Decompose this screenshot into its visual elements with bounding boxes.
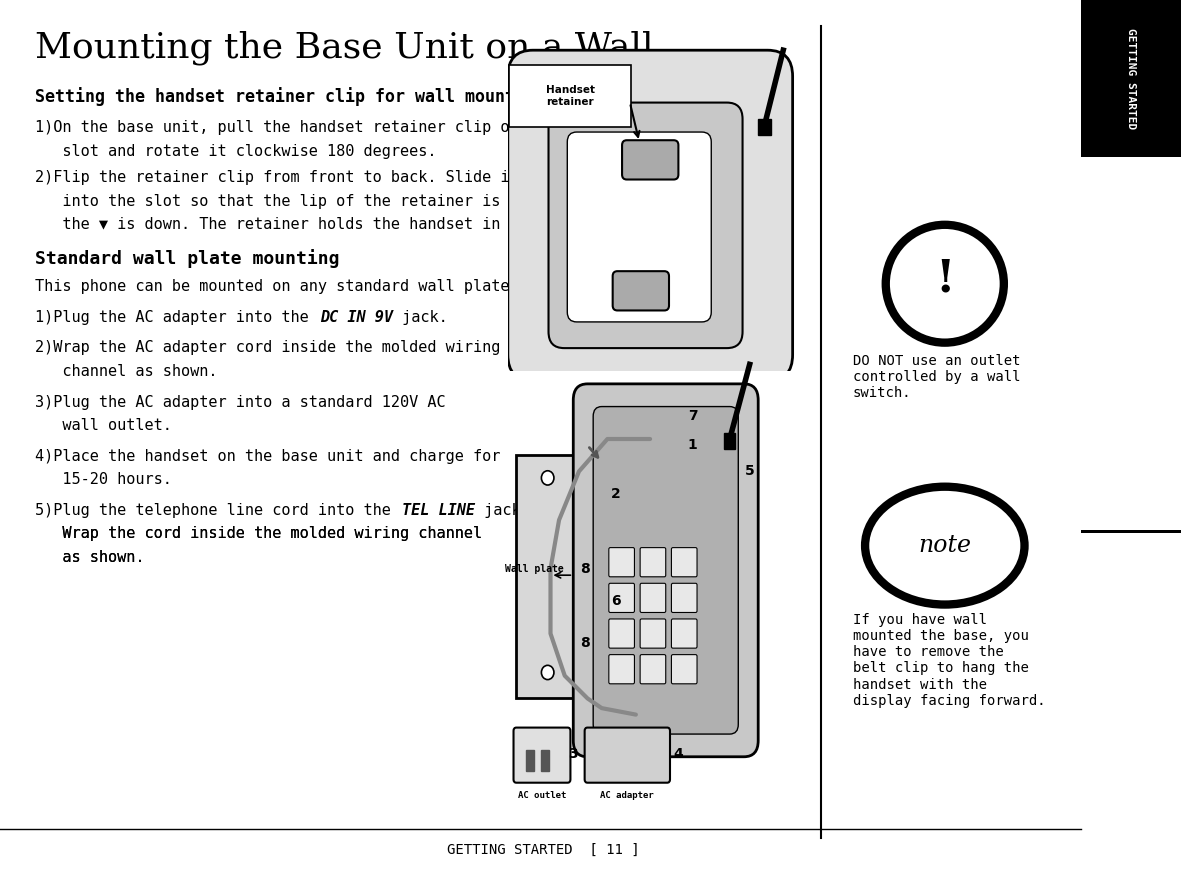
FancyBboxPatch shape bbox=[672, 583, 697, 613]
Circle shape bbox=[541, 665, 554, 679]
Text: Handset
retainer: Handset retainer bbox=[546, 86, 595, 107]
FancyBboxPatch shape bbox=[585, 727, 670, 783]
Text: 8: 8 bbox=[580, 561, 589, 575]
Text: 5: 5 bbox=[745, 464, 755, 478]
Bar bbox=[1081, 0, 1181, 157]
FancyBboxPatch shape bbox=[548, 103, 743, 348]
Circle shape bbox=[541, 471, 554, 485]
FancyBboxPatch shape bbox=[613, 272, 668, 311]
Text: Setting the handset retainer clip for wall mounting: Setting the handset retainer clip for wa… bbox=[35, 87, 546, 107]
FancyBboxPatch shape bbox=[609, 547, 634, 577]
Text: Standard wall plate mounting: Standard wall plate mounting bbox=[35, 249, 340, 268]
Text: slot and rotate it clockwise 180 degrees.: slot and rotate it clockwise 180 degrees… bbox=[35, 144, 437, 159]
Text: wall outlet.: wall outlet. bbox=[35, 418, 172, 433]
FancyBboxPatch shape bbox=[622, 141, 678, 180]
Text: 4)Place the handset on the base unit and charge for: 4)Place the handset on the base unit and… bbox=[35, 449, 501, 464]
Text: Wrap the cord inside the molded wiring channel: Wrap the cord inside the molded wiring c… bbox=[35, 526, 483, 541]
Text: GETTING STARTED: GETTING STARTED bbox=[1125, 28, 1136, 129]
FancyBboxPatch shape bbox=[609, 583, 634, 613]
Text: the ▼ is down. The retainer holds the handset in place.: the ▼ is down. The retainer holds the ha… bbox=[35, 217, 565, 232]
FancyBboxPatch shape bbox=[640, 619, 666, 648]
Text: If you have wall
mounted the base, you
have to remove the
belt clip to hang the
: If you have wall mounted the base, you h… bbox=[853, 613, 1045, 708]
Ellipse shape bbox=[886, 224, 1004, 342]
Text: DO NOT use an outlet
controlled by a wall
switch.: DO NOT use an outlet controlled by a wal… bbox=[853, 354, 1020, 400]
Text: 6: 6 bbox=[611, 595, 621, 608]
Text: AC adapter: AC adapter bbox=[600, 791, 654, 801]
Text: GETTING STARTED  [ 11 ]: GETTING STARTED [ 11 ] bbox=[446, 843, 640, 857]
Text: into the slot so that the lip of the retainer is up and: into the slot so that the lip of the ret… bbox=[35, 194, 565, 209]
FancyBboxPatch shape bbox=[640, 583, 666, 613]
Text: 2)Flip the retainer clip from front to back. Slide it back: 2)Flip the retainer clip from front to b… bbox=[35, 170, 565, 185]
Text: Wall plate: Wall plate bbox=[505, 564, 563, 574]
FancyBboxPatch shape bbox=[640, 655, 666, 684]
FancyBboxPatch shape bbox=[508, 51, 792, 381]
Text: jack.: jack. bbox=[393, 310, 448, 325]
FancyBboxPatch shape bbox=[573, 384, 758, 757]
Text: jack.: jack. bbox=[476, 503, 530, 518]
FancyBboxPatch shape bbox=[567, 132, 711, 322]
Text: 7: 7 bbox=[689, 409, 698, 423]
Bar bbox=[541, 750, 548, 772]
Text: 15-20 hours.: 15-20 hours. bbox=[35, 472, 172, 487]
FancyBboxPatch shape bbox=[593, 407, 738, 734]
Text: 3)Plug the AC adapter into a standard 120V AC: 3)Plug the AC adapter into a standard 12… bbox=[35, 395, 446, 409]
Bar bbox=[1081, 530, 1181, 533]
Text: 8: 8 bbox=[580, 636, 589, 650]
Text: channel as shown.: channel as shown. bbox=[35, 364, 218, 379]
FancyBboxPatch shape bbox=[672, 619, 697, 648]
Text: DC IN 9V: DC IN 9V bbox=[320, 310, 392, 325]
Text: as shown.: as shown. bbox=[35, 550, 145, 565]
Text: 4: 4 bbox=[673, 746, 684, 760]
Text: 1)Plug the AC adapter into the: 1)Plug the AC adapter into the bbox=[35, 310, 319, 325]
Text: !: ! bbox=[935, 258, 954, 301]
FancyBboxPatch shape bbox=[672, 655, 697, 684]
Text: 1)On the base unit, pull the handset retainer clip out of the: 1)On the base unit, pull the handset ret… bbox=[35, 120, 592, 135]
Text: AC outlet: AC outlet bbox=[517, 791, 566, 801]
FancyBboxPatch shape bbox=[609, 619, 634, 648]
FancyBboxPatch shape bbox=[609, 655, 634, 684]
Text: 1: 1 bbox=[687, 438, 698, 452]
Bar bbox=[527, 750, 534, 772]
Text: 2: 2 bbox=[611, 487, 621, 501]
Text: TEL LINE: TEL LINE bbox=[402, 503, 475, 518]
Text: note: note bbox=[919, 534, 971, 557]
Bar bbox=[758, 119, 771, 135]
Text: Mounting the Base Unit on a Wall: Mounting the Base Unit on a Wall bbox=[35, 31, 654, 65]
FancyBboxPatch shape bbox=[509, 65, 632, 127]
FancyBboxPatch shape bbox=[640, 547, 666, 577]
Text: 5)Plug the telephone line cord into the: 5)Plug the telephone line cord into the bbox=[35, 503, 400, 518]
Text: 3: 3 bbox=[568, 746, 578, 760]
Ellipse shape bbox=[864, 487, 1025, 604]
FancyBboxPatch shape bbox=[672, 547, 697, 577]
Bar bbox=[516, 455, 579, 698]
Bar bbox=[724, 432, 736, 449]
Text: as shown.: as shown. bbox=[35, 550, 145, 565]
Text: 2)Wrap the AC adapter cord inside the molded wiring: 2)Wrap the AC adapter cord inside the mo… bbox=[35, 340, 501, 355]
Text: Wrap the cord inside the molded wiring channel: Wrap the cord inside the molded wiring c… bbox=[35, 526, 483, 541]
FancyBboxPatch shape bbox=[514, 727, 570, 783]
Text: This phone can be mounted on any standard wall plate.: This phone can be mounted on any standar… bbox=[35, 279, 520, 294]
